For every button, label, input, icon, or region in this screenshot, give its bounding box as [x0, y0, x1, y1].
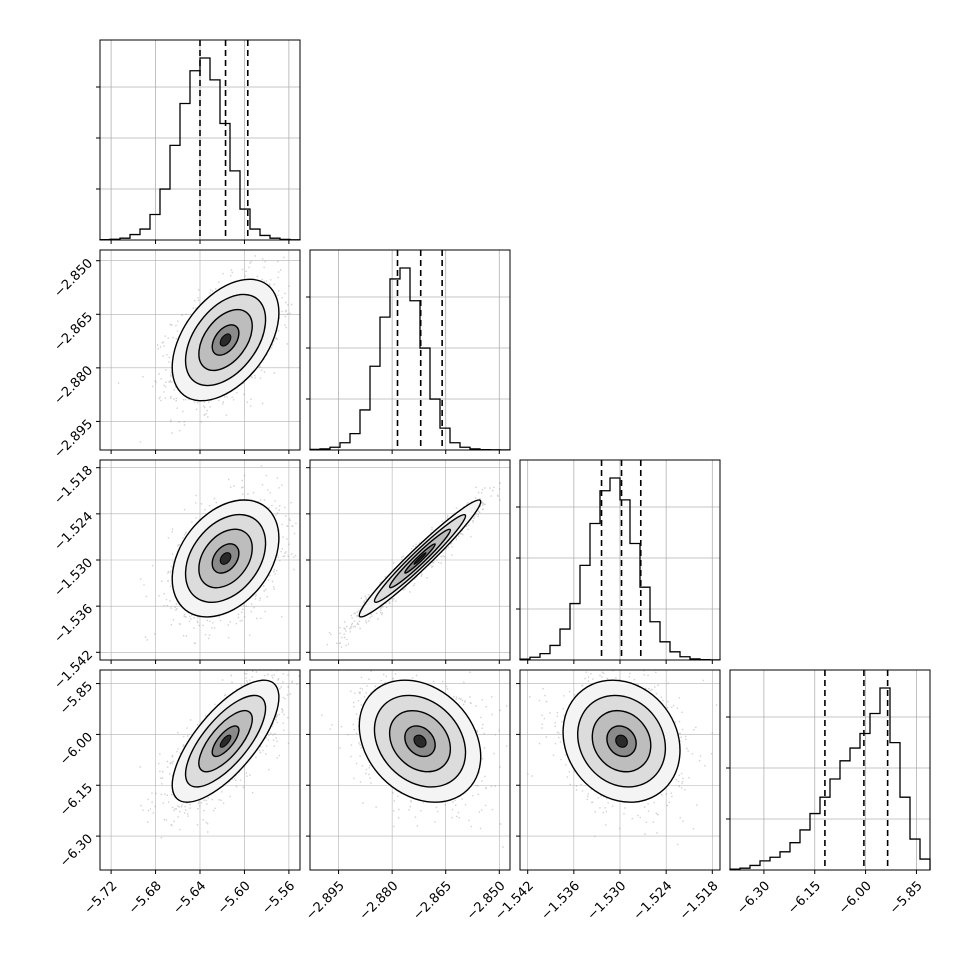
y-tick-label: −1.518: [51, 463, 96, 508]
density-contour-4: [219, 734, 232, 748]
x-tick-label: −6.30: [734, 879, 773, 918]
density-contour-4: [615, 734, 628, 748]
hist-panel-0: [96, 39, 301, 244]
y-tick-label: −6.30: [57, 832, 96, 871]
panel-frame: [309, 459, 511, 661]
density-content: [310, 460, 510, 660]
x-tick-label: −1.524: [631, 879, 676, 924]
panel-frame: [729, 669, 931, 871]
y-tick-label: −6.15: [57, 781, 96, 820]
y-tick-label: −2.880: [51, 363, 96, 408]
density-contour-4: [219, 552, 232, 565]
hist-panel-3: [726, 669, 931, 874]
panel-frame: [99, 39, 301, 241]
density-panel-0-1: [96, 249, 301, 454]
y-tick-label: −1.524: [51, 509, 96, 554]
x-tick-label: −2.880: [357, 879, 402, 924]
y-tick-label: −1.536: [51, 602, 96, 647]
density-panel-1-3: [306, 669, 511, 874]
x-tick-label: −5.60: [215, 879, 254, 918]
panel-frame: [519, 669, 721, 871]
density-contour-4: [413, 734, 427, 748]
panel-frame: [99, 249, 301, 451]
density-content: [100, 670, 300, 870]
density-panel-2-3: [516, 669, 721, 874]
x-tick-label: −1.530: [585, 879, 630, 924]
density-panel-1-2: [306, 459, 511, 664]
y-tick-label: −2.850: [51, 256, 96, 301]
density-contour-4: [219, 333, 232, 347]
y-tick-label: −2.895: [51, 417, 96, 462]
panel-frame: [99, 669, 301, 871]
density-content: [310, 670, 510, 870]
density-panel-0-2: [96, 459, 301, 664]
x-tick-label: −1.536: [538, 879, 583, 924]
x-tick-label: −5.68: [126, 879, 165, 918]
density-content: [100, 250, 300, 450]
panel-frame: [309, 669, 511, 871]
x-tick-label: −2.865: [410, 879, 455, 924]
y-tick-label: −2.865: [51, 310, 96, 355]
histogram-step-2: [519, 477, 721, 661]
panel-frame: [519, 459, 721, 661]
hist-panel-2: [516, 459, 721, 664]
x-tick-label: −6.15: [785, 879, 824, 918]
x-tick-label: −1.518: [677, 879, 722, 924]
histogram-step-1: [309, 267, 511, 451]
y-tick-label: −1.530: [51, 555, 96, 600]
x-tick-label: −5.64: [170, 879, 209, 918]
density-contour-4: [413, 552, 427, 565]
x-tick-label: −5.56: [259, 879, 298, 918]
y-tick-label: −6.00: [57, 730, 96, 769]
panel-frame: [99, 459, 301, 661]
x-tick-label: −6.00: [836, 879, 875, 918]
hist-panel-1: [306, 249, 511, 454]
x-tick-label: −5.85: [887, 879, 926, 918]
panel-frame: [309, 249, 511, 451]
density-content: [520, 670, 720, 870]
histogram-step-3: [729, 687, 931, 870]
x-tick-label: −5.72: [82, 879, 121, 918]
density-content: [100, 460, 300, 660]
density-panel-0-3: [96, 669, 301, 874]
x-tick-label: −2.895: [303, 879, 348, 924]
